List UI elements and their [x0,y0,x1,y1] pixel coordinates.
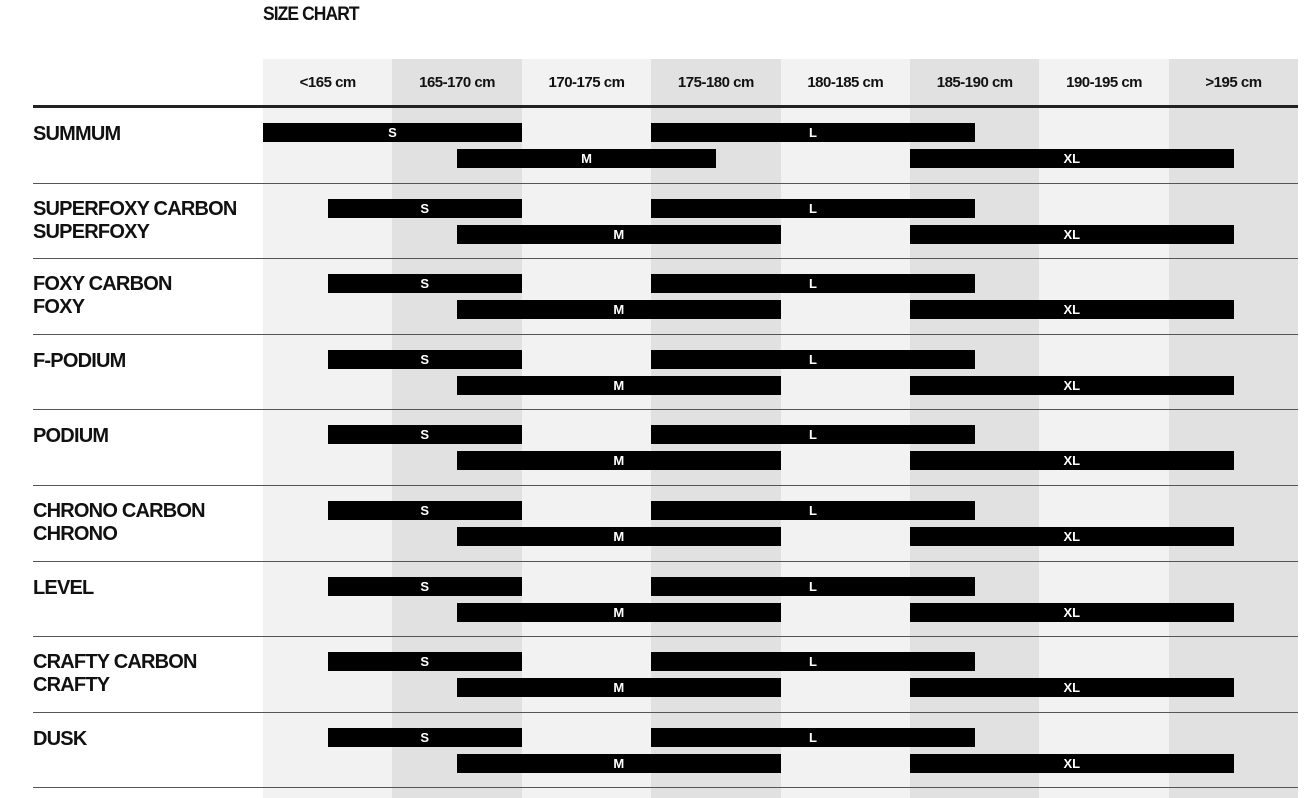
size-bar-xl: XL [910,753,1234,773]
size-bar-l: L [651,349,975,369]
size-bar-m: M [457,149,716,168]
size-bar-m: M [457,300,781,320]
size-bar-l: L [651,425,975,445]
row-label: CRAFTY CARBON CRAFTY [33,651,197,697]
size-bar-l: L [651,123,975,142]
model-name: FOXY [33,296,85,319]
size-bar-m: M [457,224,781,244]
row-divider [33,485,1298,486]
size-bar-s: S [327,198,522,218]
size-bar-l: L [651,576,975,596]
size-bar-l: L [651,501,975,520]
size-bar-m: M [457,451,781,471]
size-bar-xl: XL [910,602,1234,622]
size-bar-s: S [327,727,522,747]
column-band [1039,59,1169,798]
column-header: 190-195 cm [1066,74,1143,91]
row-divider [33,258,1298,260]
row-label: FOXY CARBON FOXY [33,273,172,319]
column-header: 180-185 cm [807,74,884,91]
size-bar-l: L [651,652,975,672]
row-label: F-PODIUM [33,349,126,373]
model-name: DUSK [33,727,87,750]
model-name: CHRONO CARBON [33,500,206,522]
chart-title: SIZE CHART [263,4,360,25]
model-name: PODIUM [33,425,109,448]
size-bar-xl: XL [910,224,1234,244]
row-divider [33,333,1298,335]
row-divider [33,560,1298,562]
size-bar-s: S [327,274,522,294]
size-bar-m: M [457,678,781,698]
column-header: 185-190 cm [936,74,1013,91]
size-bar-xl: XL [910,149,1234,168]
row-label: SUMMUM [33,123,121,146]
model-name: FOXY CARBON [33,273,172,296]
column-header: 170-175 cm [548,74,625,91]
model-name: SUMMUM [33,123,121,145]
size-bar-xl: XL [910,678,1234,698]
column-header: 175-180 cm [677,74,754,91]
size-bar-s: S [263,123,522,142]
model-name: SUPERFOXY [33,220,150,243]
row-divider [33,409,1298,411]
size-bar-xl: XL [910,451,1234,471]
model-name: CRAFTY CARBON [33,651,197,674]
row-label: DUSK [33,727,87,751]
size-bar-s: S [327,501,522,520]
size-bar-s: S [327,652,522,672]
row-label: PODIUM [33,425,109,448]
size-bar-l: L [651,727,975,747]
size-bar-m: M [457,753,781,773]
row-divider [33,182,1298,184]
column-header: >195 cm [1205,74,1262,91]
size-bar-xl: XL [910,300,1234,320]
column-header: <165 cm [299,74,357,91]
row-divider [33,711,1298,713]
row-divider [33,787,1298,789]
column-header: 165-170 cm [419,74,496,91]
size-bar-m: M [457,602,781,622]
size-bar-s: S [327,576,522,596]
size-bar-l: L [651,274,975,294]
size-bar-s: S [327,349,522,369]
size-bar-xl: XL [910,527,1234,546]
size-bar-m: M [457,375,781,395]
model-name: CHRONO [33,523,118,545]
row-label: SUPERFOXY CARBON SUPERFOXY [33,198,237,244]
model-name: CRAFTY [33,674,110,697]
model-name: F-PODIUM [33,349,126,372]
column-band [521,59,652,798]
row-divider [33,636,1298,638]
model-name: SUPERFOXY CARBON [33,197,237,220]
model-name: LEVEL [33,576,94,599]
row-label: LEVEL [33,576,94,600]
size-bar-m: M [457,527,781,546]
size-bar-s: S [327,425,522,445]
size-bar-l: L [651,198,975,218]
row-label: CHRONO CARBON CHRONO [33,500,206,546]
header-divider [33,105,1298,108]
size-bar-xl: XL [910,375,1234,395]
column-band [1168,59,1299,798]
